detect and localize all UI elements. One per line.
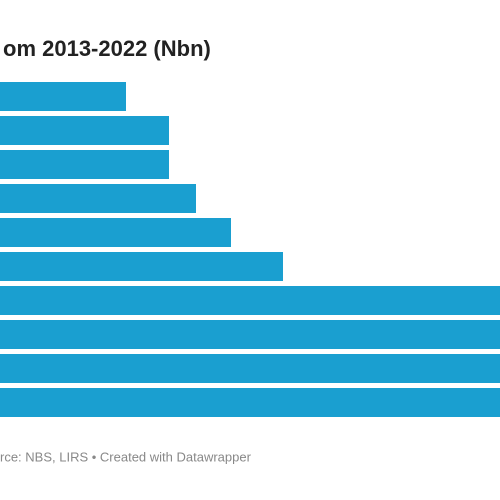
bar — [0, 82, 126, 111]
bar — [0, 320, 500, 349]
bar — [0, 184, 196, 213]
bar — [0, 218, 231, 247]
bar — [0, 354, 500, 383]
bar — [0, 388, 500, 417]
bar — [0, 286, 500, 315]
bar — [0, 150, 169, 179]
chart-title: om 2013-2022 (Nbn) — [3, 36, 211, 61]
bar — [0, 252, 283, 281]
bar — [0, 116, 169, 145]
chart-source: rce: NBS, LIRS • Created with Datawrappe… — [0, 449, 252, 464]
